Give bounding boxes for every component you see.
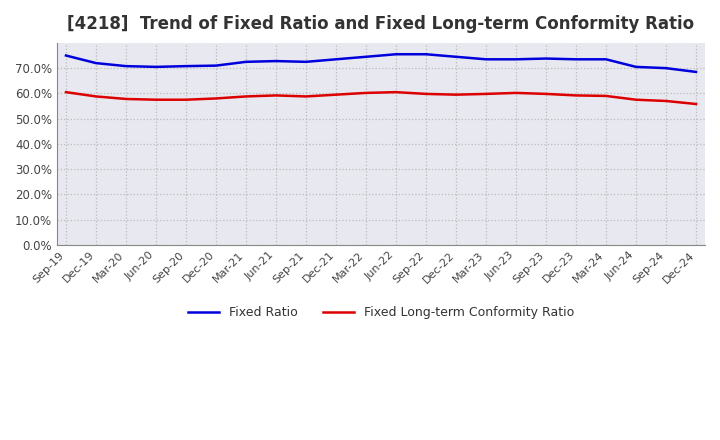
Fixed Long-term Conformity Ratio [631, 97, 640, 103]
Fixed Ratio [572, 57, 580, 62]
Fixed Ratio [482, 57, 490, 62]
Fixed Long-term Conformity Ratio [271, 93, 280, 98]
Fixed Long-term Conformity Ratio [181, 97, 190, 103]
Fixed Long-term Conformity Ratio [242, 94, 251, 99]
Fixed Long-term Conformity Ratio [212, 96, 220, 101]
Fixed Ratio [332, 57, 341, 62]
Fixed Ratio [271, 59, 280, 64]
Fixed Ratio [512, 57, 521, 62]
Fixed Ratio [541, 56, 550, 61]
Fixed Long-term Conformity Ratio [692, 101, 701, 106]
Fixed Ratio [602, 57, 611, 62]
Fixed Long-term Conformity Ratio [602, 93, 611, 99]
Fixed Ratio [302, 59, 310, 65]
Fixed Long-term Conformity Ratio [572, 93, 580, 98]
Fixed Long-term Conformity Ratio [482, 91, 490, 96]
Fixed Ratio [62, 53, 71, 58]
Fixed Long-term Conformity Ratio [91, 94, 100, 99]
Fixed Long-term Conformity Ratio [512, 90, 521, 95]
Fixed Ratio [212, 63, 220, 68]
Fixed Long-term Conformity Ratio [122, 96, 130, 102]
Line: Fixed Ratio: Fixed Ratio [66, 54, 696, 72]
Title: [4218]  Trend of Fixed Ratio and Fixed Long-term Conformity Ratio: [4218] Trend of Fixed Ratio and Fixed Lo… [68, 15, 695, 33]
Fixed Ratio [361, 54, 370, 59]
Fixed Long-term Conformity Ratio [392, 89, 400, 95]
Fixed Ratio [422, 51, 431, 57]
Fixed Ratio [122, 63, 130, 69]
Fixed Long-term Conformity Ratio [541, 91, 550, 96]
Fixed Long-term Conformity Ratio [152, 97, 161, 103]
Fixed Ratio [181, 63, 190, 69]
Fixed Long-term Conformity Ratio [422, 91, 431, 96]
Fixed Long-term Conformity Ratio [332, 92, 341, 97]
Fixed Long-term Conformity Ratio [662, 99, 670, 104]
Fixed Ratio [692, 69, 701, 74]
Fixed Long-term Conformity Ratio [302, 94, 310, 99]
Fixed Ratio [392, 51, 400, 57]
Fixed Ratio [91, 60, 100, 66]
Fixed Ratio [152, 64, 161, 70]
Fixed Long-term Conformity Ratio [361, 90, 370, 95]
Line: Fixed Long-term Conformity Ratio: Fixed Long-term Conformity Ratio [66, 92, 696, 104]
Fixed Ratio [451, 54, 460, 59]
Fixed Ratio [242, 59, 251, 65]
Fixed Long-term Conformity Ratio [62, 89, 71, 95]
Fixed Long-term Conformity Ratio [451, 92, 460, 97]
Legend: Fixed Ratio, Fixed Long-term Conformity Ratio: Fixed Ratio, Fixed Long-term Conformity … [183, 301, 580, 323]
Fixed Ratio [662, 66, 670, 71]
Fixed Ratio [631, 64, 640, 70]
